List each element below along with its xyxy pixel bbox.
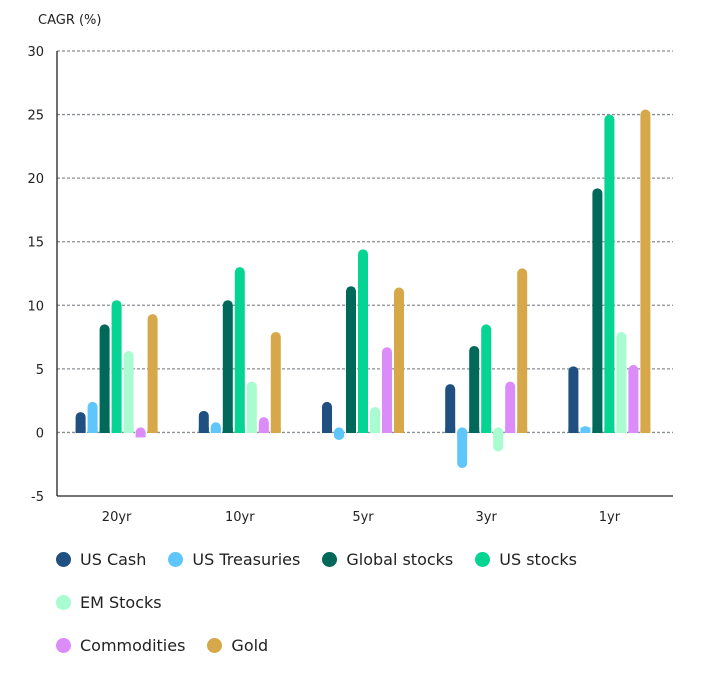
legend-swatch — [475, 552, 491, 567]
y-tick-label: 0 — [36, 426, 44, 441]
bar-us-cash — [445, 384, 456, 439]
legend-item: Gold — [207, 636, 268, 655]
cagr-chart: CAGR (%) -5 0 5 10 15 20 25 30 20yr 10yr 5yr 3yr 1yr — [27, 13, 673, 525]
legend-swatch — [56, 552, 71, 567]
x-tick-label: 1yr — [599, 510, 621, 525]
legend: US Cash US Treasuries Global stocks US stoc… — [56, 550, 696, 679]
y-tick-label: 30 — [27, 45, 44, 60]
legend-item: US stocks — [475, 550, 577, 569]
bar-us-treasuries — [87, 401, 98, 439]
legend-swatch — [56, 638, 71, 653]
bar-us-stocks — [604, 114, 615, 439]
bar-us-cash — [75, 412, 86, 439]
x-tick-label: 3yr — [476, 510, 498, 525]
y-tick-label: -5 — [31, 490, 44, 505]
bar-commodities — [505, 381, 516, 439]
bar-global-stocks — [99, 324, 110, 439]
bar-commodities — [135, 427, 146, 438]
legend-swatch — [322, 552, 338, 567]
bar-us-cash — [322, 401, 332, 439]
legend-label: Global stocks — [346, 550, 454, 569]
legend-item: US Treasuries — [168, 550, 300, 569]
bar-gold — [270, 331, 281, 439]
legend-item: Global stocks — [322, 550, 453, 569]
bar-em-stocks — [246, 381, 257, 439]
x-tick-label: 5yr — [352, 510, 374, 525]
bar-us-treasuries — [210, 422, 221, 439]
bar-us-cash — [198, 410, 209, 439]
legend-label: Gold — [231, 636, 269, 655]
legend-item: US Cash — [56, 550, 146, 569]
x-tick-label: 10yr — [225, 510, 255, 525]
bar-us-treasuries — [457, 427, 468, 469]
legend-item: EM Stocks — [56, 593, 162, 612]
bar-commodities — [628, 365, 639, 439]
bar-em-stocks — [123, 351, 134, 439]
bar-us-cash — [568, 366, 579, 439]
bar-gold — [640, 109, 651, 439]
bar-em-stocks — [493, 427, 504, 452]
legend-swatch — [207, 638, 223, 653]
bar-commodities — [258, 417, 269, 439]
bar-us-treasuries — [580, 426, 591, 439]
bar-em-stocks — [370, 407, 380, 439]
legend-label: US Treasuries — [192, 550, 301, 569]
y-tick-label: 10 — [27, 299, 44, 314]
legend-label: US Cash — [80, 550, 147, 569]
bar-us-stocks — [234, 267, 245, 439]
bar-global-stocks — [592, 188, 603, 439]
legend-item: Commodities — [56, 636, 185, 655]
bar-global-stocks — [222, 300, 233, 439]
y-tick-label: 25 — [27, 109, 44, 124]
y-tick-label: 20 — [27, 172, 44, 187]
bar-us-treasuries — [334, 427, 344, 441]
bar-global-stocks — [469, 345, 480, 439]
bar-gold — [147, 314, 158, 439]
y-axis-label: CAGR (%) — [38, 13, 101, 28]
legend-label: US stocks — [499, 550, 578, 569]
bar-commodities — [382, 347, 392, 439]
legend-label: EM Stocks — [80, 593, 162, 612]
y-tick-label: 5 — [36, 363, 44, 378]
bar-gold — [394, 287, 404, 439]
y-tick-label: 15 — [27, 236, 44, 251]
bar-us-stocks — [111, 300, 122, 439]
x-tick-label: 20yr — [102, 510, 132, 525]
legend-label: Commodities — [80, 636, 186, 655]
bar-global-stocks — [346, 286, 356, 439]
bar-em-stocks — [616, 331, 627, 439]
bar-gold — [517, 268, 528, 439]
legend-swatch — [168, 552, 184, 567]
legend-swatch — [56, 595, 71, 610]
bar-us-stocks — [481, 324, 492, 439]
bar-us-stocks — [358, 249, 368, 439]
